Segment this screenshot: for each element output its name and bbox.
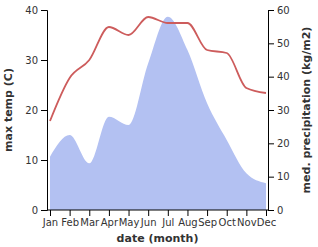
temperature-line [50,17,266,121]
y-axis: 0 10 20 30 40 [25,5,47,216]
tick: Feb [61,210,79,228]
tick-mark [246,210,247,216]
tick-label: 40 [25,5,38,16]
tick-mark [168,210,169,216]
tick: 30 [268,105,290,116]
tick-label: Jun [140,217,157,228]
tick: 0 [268,205,283,216]
tick-label: Aug [178,217,198,228]
tick-label: 0 [277,205,283,216]
tick-label: May [119,217,140,228]
tick: Apr [101,210,119,228]
tick-mark [41,210,47,211]
tick: Dec [257,210,276,228]
precipitation-area [50,17,266,210]
tick-mark [41,10,47,11]
tick-label: Feb [61,217,79,228]
tick: 10 [268,171,290,182]
tick-mark [268,110,274,111]
tick-mark [89,210,90,216]
tick-label: 20 [25,105,38,116]
tick: May [119,210,140,228]
x-axis-title: date (month) [117,232,199,245]
tick-label: 0 [32,205,38,216]
tick: Nov [237,210,257,228]
tick: Jun [140,210,157,228]
tick-label: Jan [42,217,58,228]
y2-axis: 0 10 20 30 40 50 60 [268,5,290,216]
tick-label: Mar [80,217,100,228]
tick-mark [70,210,71,216]
tick-label: 10 [25,155,38,166]
x-axis: JanFebMarAprMayJun Jul AugSepOctNovDec [42,210,276,228]
tick: 50 [268,38,290,49]
tick-mark [129,210,130,216]
tick: Jan [42,210,58,228]
tick-mark [268,10,274,11]
plot-area: 0 10 20 30 40 0 10 20 30 40 50 60 JanFebMarAprMayJun… [25,5,289,228]
tick-mark [266,210,267,216]
tick-label: 50 [277,38,290,49]
tick-label: Sep [198,217,217,228]
tick-mark [268,143,274,144]
tick-label: Jul [161,217,174,228]
tick: Jul [161,210,174,228]
chart: 0 10 20 30 40 0 10 20 30 40 50 60 JanFebMarAprMayJun… [0,0,318,247]
tick-label: 10 [277,171,290,182]
tick-mark [227,210,228,216]
axis-line [41,11,48,211]
tick-mark [268,77,274,78]
tick: Aug [178,210,198,228]
tick-label: Nov [237,217,257,228]
axis-line [269,11,275,211]
tick: 40 [268,71,290,82]
marks [50,17,266,210]
axis-line [47,210,268,211]
tick-mark [268,177,274,178]
tick-mark [148,210,149,216]
tick-mark [268,210,274,211]
tick: 60 [268,5,290,16]
tick: Mar [80,210,100,228]
tick-mark [41,60,47,61]
tick-label: 30 [25,55,38,66]
tick-mark [50,210,51,216]
tick: Oct [219,210,236,228]
tick-mark [109,210,110,216]
tick-label: Dec [257,217,276,228]
tick-mark [41,160,47,161]
tick: Sep [198,210,217,228]
tick-mark [268,43,274,44]
tick-label: Apr [101,217,119,228]
tick-label: 30 [277,105,290,116]
tick: 10 [25,155,47,166]
tick: 0 [32,205,47,216]
tick-mark [187,210,188,216]
y-axis-title: max temp (C) [2,68,15,152]
tick: 40 [25,5,47,16]
tick: 30 [25,55,47,66]
tick-mark [41,110,47,111]
tick-label: 40 [277,71,290,82]
y2-axis-title: med. precipitation (kg/m2) [300,27,313,194]
tick-label: 60 [277,5,290,16]
tick-label: 20 [277,138,290,149]
tick: 20 [25,105,47,116]
tick-label: Oct [219,217,236,228]
tick: 20 [268,138,290,149]
tick-mark [207,210,208,216]
